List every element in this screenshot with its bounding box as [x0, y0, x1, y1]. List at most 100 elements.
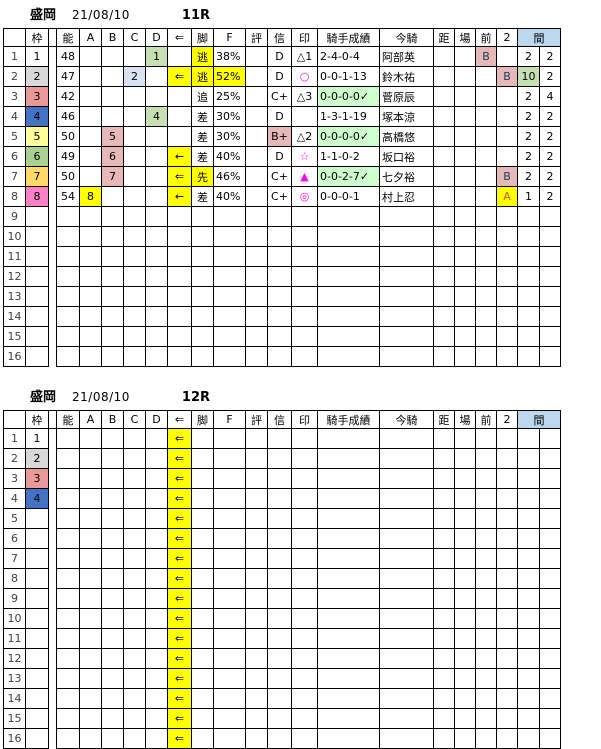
distance-cell[interactable] — [433, 166, 455, 187]
rating-cell[interactable] — [245, 246, 268, 267]
mark-c-cell[interactable] — [123, 508, 146, 529]
mark-b-cell[interactable]: 5 — [101, 126, 124, 147]
interval-cell-2[interactable] — [539, 326, 561, 347]
mark-d-cell[interactable] — [145, 286, 168, 307]
rating-cell[interactable] — [245, 648, 268, 669]
prev-race-cell[interactable] — [475, 628, 497, 649]
two-back-cell[interactable] — [496, 126, 518, 147]
pick-mark-cell[interactable]: ☆ — [291, 146, 318, 167]
mark-c-cell[interactable] — [123, 588, 146, 609]
jockey-name-cell[interactable]: 七夕裕 — [379, 166, 434, 187]
arrow-cell[interactable] — [167, 286, 192, 307]
track-cell[interactable] — [454, 728, 476, 749]
arrow-cell[interactable] — [167, 246, 192, 267]
mark-d-cell[interactable] — [145, 326, 168, 347]
jockey-record-cell[interactable] — [317, 608, 380, 629]
running-style-cell[interactable] — [191, 286, 214, 307]
two-back-cell[interactable] — [496, 608, 518, 629]
mark-a-cell[interactable] — [79, 528, 102, 549]
jockey-name-cell[interactable] — [379, 668, 434, 689]
ability-score-cell[interactable] — [56, 728, 80, 749]
ability-score-cell[interactable] — [56, 568, 80, 589]
arrow-cell[interactable]: ⇐ — [167, 528, 192, 549]
running-style-cell[interactable] — [191, 668, 214, 689]
jockey-name-cell[interactable] — [379, 206, 434, 227]
interval-cell-1[interactable] — [517, 588, 540, 609]
row-number-cell[interactable]: 3 — [3, 468, 26, 489]
distance-cell[interactable] — [433, 708, 455, 729]
jockey-name-cell[interactable] — [379, 326, 434, 347]
mark-d-cell[interactable]: 4 — [145, 106, 168, 127]
track-cell[interactable] — [454, 86, 476, 107]
mark-d-cell[interactable] — [145, 448, 168, 469]
f-rate-cell[interactable]: 40% — [213, 186, 246, 207]
jockey-record-cell[interactable] — [317, 648, 380, 669]
two-back-cell[interactable] — [496, 668, 518, 689]
arrow-cell[interactable]: ⇐ — [167, 508, 192, 529]
jockey-record-cell[interactable] — [317, 266, 380, 287]
mark-c-cell[interactable] — [123, 86, 146, 107]
jockey-record-cell[interactable]: 0-0-2-7✓ — [317, 166, 380, 187]
mark-b-cell[interactable] — [101, 628, 124, 649]
arrow-cell[interactable] — [167, 306, 192, 327]
distance-cell[interactable] — [433, 66, 455, 87]
pick-mark-cell[interactable] — [291, 548, 318, 569]
ability-score-cell[interactable] — [56, 648, 80, 669]
jockey-name-cell[interactable]: 坂口裕 — [379, 146, 434, 167]
row-number-cell[interactable]: 15 — [3, 708, 26, 729]
f-rate-cell[interactable] — [213, 488, 246, 509]
mark-b-cell[interactable] — [101, 468, 124, 489]
mark-a-cell[interactable] — [79, 326, 102, 347]
running-style-cell[interactable] — [191, 226, 214, 247]
jockey-name-cell[interactable] — [379, 688, 434, 709]
interval-cell-1[interactable] — [517, 246, 540, 267]
confidence-cell[interactable] — [267, 668, 292, 689]
jockey-record-cell[interactable]: 0-0-1-13 — [317, 66, 380, 87]
rating-cell[interactable] — [245, 186, 268, 207]
row-number-cell[interactable]: 1 — [3, 428, 26, 449]
jockey-record-cell[interactable] — [317, 548, 380, 569]
mark-c-cell[interactable] — [123, 488, 146, 509]
confidence-cell[interactable]: D — [267, 146, 292, 167]
prev-race-cell[interactable] — [475, 346, 497, 367]
interval-cell-2[interactable] — [539, 286, 561, 307]
distance-cell[interactable] — [433, 206, 455, 227]
frame-number-cell[interactable]: 1 — [25, 46, 49, 67]
mark-b-cell[interactable] — [101, 648, 124, 669]
f-rate-cell[interactable] — [213, 528, 246, 549]
mark-b-cell[interactable] — [101, 46, 124, 67]
f-rate-cell[interactable] — [213, 568, 246, 589]
running-style-cell[interactable] — [191, 488, 214, 509]
pick-mark-cell[interactable] — [291, 588, 318, 609]
prev-race-cell[interactable] — [475, 86, 497, 107]
running-style-cell[interactable] — [191, 728, 214, 749]
jockey-name-cell[interactable] — [379, 508, 434, 529]
distance-cell[interactable] — [433, 508, 455, 529]
mark-c-cell[interactable] — [123, 46, 146, 67]
ability-score-cell[interactable] — [56, 588, 80, 609]
rating-cell[interactable] — [245, 346, 268, 367]
jockey-name-cell[interactable] — [379, 608, 434, 629]
f-rate-cell[interactable]: 52% — [213, 66, 246, 87]
distance-cell[interactable] — [433, 688, 455, 709]
rating-cell[interactable] — [245, 528, 268, 549]
mark-b-cell[interactable] — [101, 66, 124, 87]
two-back-cell[interactable] — [496, 568, 518, 589]
jockey-record-cell[interactable]: 1-1-0-2 — [317, 146, 380, 167]
mark-c-cell[interactable] — [123, 306, 146, 327]
frame-number-cell[interactable] — [25, 708, 49, 729]
arrow-cell[interactable]: ⇐ — [167, 668, 192, 689]
track-cell[interactable] — [454, 428, 476, 449]
two-back-cell[interactable] — [496, 326, 518, 347]
f-rate-cell[interactable]: 40% — [213, 146, 246, 167]
mark-a-cell[interactable] — [79, 286, 102, 307]
jockey-name-cell[interactable] — [379, 488, 434, 509]
interval-cell-1[interactable] — [517, 206, 540, 227]
mark-c-cell[interactable] — [123, 186, 146, 207]
interval-cell-2[interactable] — [539, 568, 561, 589]
confidence-cell[interactable]: D — [267, 66, 292, 87]
rating-cell[interactable] — [245, 728, 268, 749]
rating-cell[interactable] — [245, 226, 268, 247]
jockey-record-cell[interactable]: 0-0-0-0✓ — [317, 126, 380, 147]
running-style-cell[interactable]: 差 — [191, 186, 214, 207]
